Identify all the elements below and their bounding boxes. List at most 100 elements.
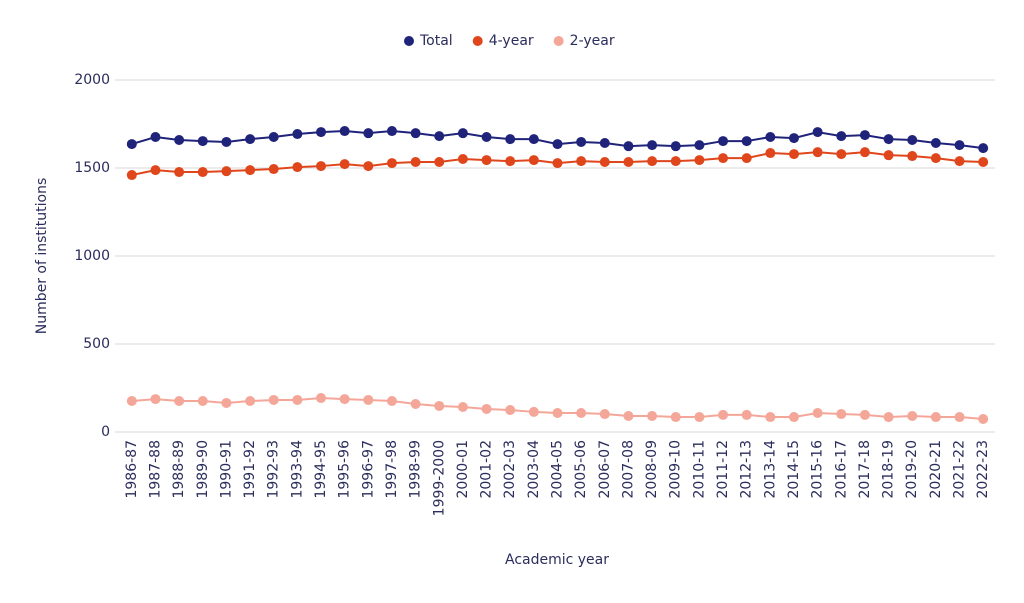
data-point [647,156,658,167]
data-point [552,407,563,418]
data-point [316,161,327,172]
data-point [907,135,918,146]
data-point [197,396,208,407]
legend-marker [553,36,564,46]
data-point [292,129,303,140]
data-point [670,156,681,167]
data-point [363,161,374,172]
x-tick-label: 2014-15 [786,440,802,499]
data-point [907,151,918,162]
data-point [197,136,208,147]
data-point [670,412,681,423]
x-tick-label: 1998-99 [408,440,424,499]
data-point [174,167,185,178]
x-tick-label: 1991-92 [242,440,258,499]
data-point [150,132,161,143]
data-point [126,170,137,181]
data-point [978,143,989,154]
x-tick-label: 1989-90 [195,440,211,499]
data-point [292,162,303,173]
x-tick-label: 2002-03 [502,440,518,499]
data-point [268,164,279,175]
y-tick-label: 2000 [74,72,110,88]
data-point [505,405,516,415]
x-axis-title: Academic year [505,552,609,568]
data-point [221,397,232,408]
data-point [812,407,823,418]
data-point [339,126,350,137]
data-point [268,132,279,143]
data-point [481,155,492,166]
data-point [859,409,870,420]
x-tick-label: 2009-10 [668,440,684,499]
data-point [718,153,729,164]
data-point [434,157,445,168]
legend: Total 4-year 2-year [404,33,615,49]
data-point [599,409,610,420]
x-tick-label: 2021-22 [952,440,968,499]
data-point [954,412,965,423]
data-point [836,409,847,420]
x-tick-label: 1996-97 [360,440,376,499]
y-tick-label: 500 [83,336,110,352]
x-tick-label: 2022-23 [975,440,991,499]
legend-label: 2-year [570,33,615,49]
x-tick-label: 1999-2000 [431,440,447,516]
data-point [765,148,776,159]
data-point [457,402,468,413]
data-point [741,153,752,164]
data-point [339,394,350,405]
data-point [528,406,539,417]
x-tick-label: 1992-93 [266,440,282,499]
data-point [741,409,752,420]
x-tick-label: 1997-98 [384,440,400,499]
grid [115,79,995,433]
data-point [245,165,256,176]
data-point [623,157,634,168]
data-point [647,410,658,421]
data-point [316,127,327,138]
x-tick-label: 2020-21 [928,440,944,499]
data-point [741,136,752,147]
x-tick-label: 2016-17 [833,440,849,499]
data-point [245,134,256,145]
legend-label: Total [419,33,453,49]
x-tick-label: 1995-96 [337,440,353,499]
data-point [907,410,918,421]
x-tick-label: 2006-07 [597,440,613,499]
y-tick-label: 1000 [74,248,110,264]
data-point [836,149,847,160]
x-tick-label: 2001-02 [479,440,495,499]
data-point [552,158,563,169]
data-point [316,393,327,404]
data-point [505,156,516,167]
data-point [623,141,634,152]
data-point [930,138,941,149]
data-point [623,410,634,421]
data-point [268,394,279,405]
x-tick-label: 2019-20 [904,440,920,499]
data-point [765,132,776,143]
data-point [694,412,705,423]
data-point [386,126,397,137]
data-point [978,157,989,168]
data-point [386,158,397,169]
data-point [883,150,894,161]
data-point [126,396,137,407]
data-point [126,139,137,150]
x-tick-label: 2011-12 [715,440,731,499]
x-tick-label: 2018-19 [881,440,897,499]
data-point [599,157,610,168]
data-point [930,153,941,164]
x-tick-label: 2015-16 [810,440,826,499]
data-point [245,396,256,407]
data-point [481,132,492,143]
data-point [221,166,232,177]
data-point [694,155,705,166]
x-tick-label: 2008-09 [644,440,660,499]
x-tick-label: 2004-05 [550,440,566,499]
data-point [174,396,185,407]
data-point [457,128,468,139]
y-tick-label: 1500 [74,160,110,176]
data-point [954,140,965,151]
